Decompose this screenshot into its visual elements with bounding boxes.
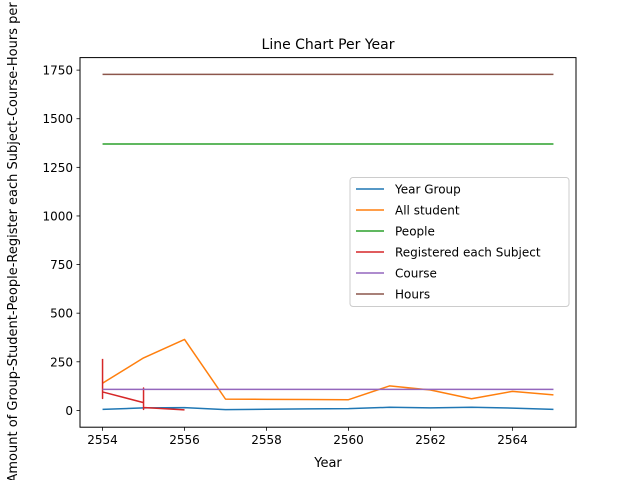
legend-label-all-student: All student: [395, 204, 460, 218]
y-tick-label: 1250: [42, 161, 73, 175]
y-tick-label: 750: [50, 258, 73, 272]
legend-label-people: People: [395, 225, 435, 239]
plot-frame: [79, 57, 577, 428]
legend: Year Group All student People Registered ea…: [349, 177, 570, 307]
legend-items: Year Group All student People Registered ea…: [356, 183, 541, 302]
y-axis-ticks: 0 250 500 750 1000 1250 1500 1750: [42, 64, 80, 418]
y-axis-label: Amount of Group-Student-People-Register …: [6, 2, 21, 480]
x-tick-label: 2556: [169, 433, 200, 447]
x-axis-ticks: 2554 2556 2558 2560 2562 2564: [87, 427, 528, 447]
y-tick-label: 1750: [42, 64, 73, 78]
chart-title: Line Chart Per Year: [262, 37, 395, 53]
x-tick-label: 2558: [251, 433, 282, 447]
legend-label-course: Course: [395, 267, 437, 281]
legend-label-hours: Hours: [395, 288, 430, 302]
legend-label-year-group: Year Group: [394, 183, 461, 197]
legend-frame: [349, 177, 570, 307]
x-tick-label: 2560: [333, 433, 364, 447]
series-line-registered-each-subject: [101, 358, 185, 411]
series-line-all-student: [102, 338, 554, 401]
x-axis-label: Year: [313, 456, 342, 471]
y-tick-label: 0: [65, 404, 73, 418]
y-tick-label: 500: [50, 307, 73, 321]
y-tick-label: 250: [50, 355, 73, 369]
series-layer: [101, 73, 554, 411]
series-line-year-group: [102, 406, 554, 411]
y-tick-label: 1500: [42, 112, 73, 126]
y-tick-label: 1000: [42, 209, 73, 223]
x-tick-label: 2562: [415, 433, 446, 447]
legend-label-registered-each-subject: Registered each Subject: [395, 246, 541, 260]
x-tick-label: 2554: [87, 433, 118, 447]
x-tick-label: 2564: [497, 433, 528, 447]
